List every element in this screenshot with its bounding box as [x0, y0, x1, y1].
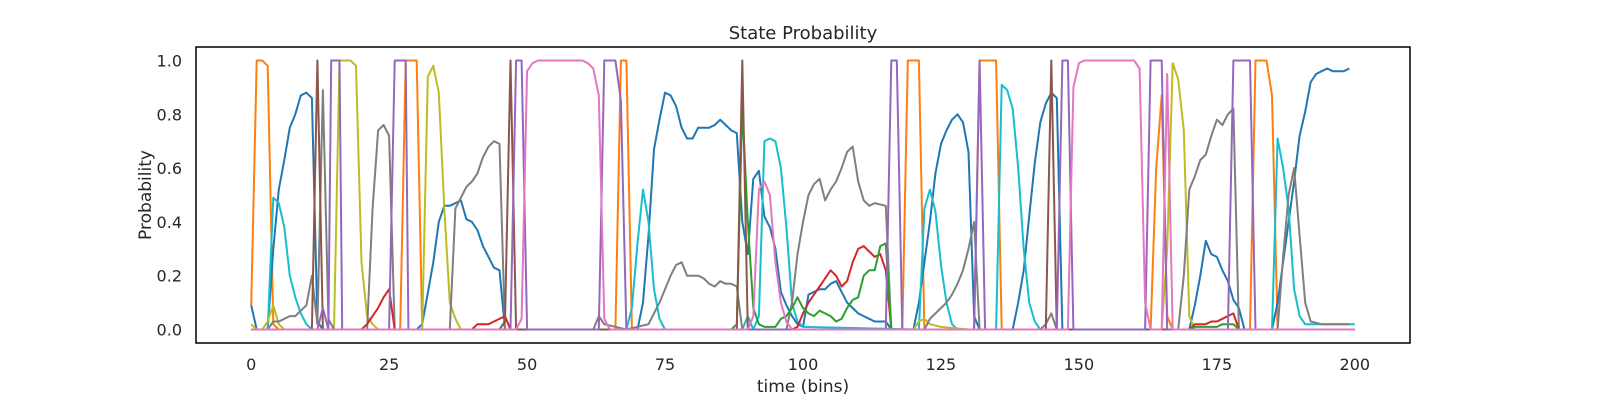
y-tick-label: 1.0	[157, 51, 182, 70]
x-tick-label: 150	[1064, 355, 1095, 374]
x-axis-label: time (bins)	[757, 377, 849, 397]
series-line-1	[250, 67, 1350, 331]
plot-frame	[195, 46, 1411, 344]
y-axis-label: Probability	[136, 150, 156, 240]
y-tick-label: 0.2	[157, 267, 182, 286]
y-tick-label: 0.4	[157, 213, 182, 232]
x-tick-label: 25	[379, 355, 399, 374]
series-line-2	[251, 83, 1355, 331]
series-line-9	[251, 59, 1355, 331]
x-tick-label: 50	[517, 355, 537, 374]
y-tick-label: 0.6	[157, 159, 182, 178]
x-tick-label: 75	[655, 355, 675, 374]
y-tick-label: 0.8	[157, 105, 182, 124]
x-tick-label: 100	[788, 355, 819, 374]
x-tick-label: 200	[1340, 355, 1371, 374]
x-tick-label: 175	[1202, 355, 1233, 374]
x-axis: 0 25 50 75 100 125 150 175 200	[246, 355, 1370, 374]
y-tick-label: 0.0	[157, 321, 182, 340]
series-line-4	[251, 89, 1350, 331]
y-axis: 0.0 0.2 0.4 0.6 0.8 1.0	[157, 51, 182, 339]
x-tick-label: 125	[926, 355, 957, 374]
chart-title: State Probability	[729, 23, 878, 44]
series-lines	[250, 59, 1355, 331]
x-tick-label: 0	[246, 355, 256, 374]
